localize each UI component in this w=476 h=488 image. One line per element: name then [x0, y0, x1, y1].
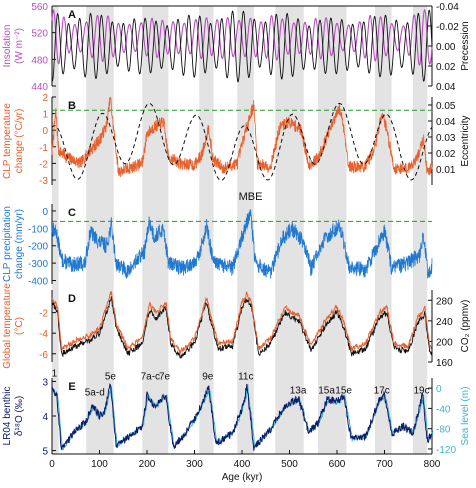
left-axis-label: Global temperature [2, 283, 13, 369]
right-tick-label: 280 [436, 296, 453, 307]
mis-stage-label: 15e [335, 386, 352, 397]
left-axis-label: (W m⁻²) [14, 28, 25, 64]
mis-stage-label: 19c [413, 386, 429, 397]
mis-stage-label: 5a-d [85, 387, 105, 398]
left-tick-label: -6 [39, 350, 48, 361]
right-tick-label: 0.02 [436, 62, 456, 73]
sea-level-line [52, 383, 434, 451]
mis-stage-label: 7a-c [141, 372, 160, 383]
panel-b: -3 -2 -1 0 1 2 CLP temperature change (°C/yr) 0.… [2, 93, 471, 187]
left-axis-label: change (mm/yr) [14, 209, 25, 279]
left-axis-label: Insolation [2, 25, 13, 68]
left-tick-label: -200 [28, 242, 48, 253]
left-tick-label: 440 [31, 82, 48, 93]
right-tick-label: 0.01 [436, 165, 456, 176]
x-tick-label: 300 [186, 459, 203, 470]
right-tick-label: 240 [436, 317, 453, 328]
left-tick-label: -2 [39, 159, 48, 170]
x-axis: 0 100 200 300 400 500 600 700 800 [49, 5, 441, 470]
interglacial-band [375, 6, 392, 454]
right-tick-label: -0.02 [436, 22, 459, 33]
right-tick-label: 200 [436, 337, 453, 348]
left-tick-label: 0 [42, 207, 48, 218]
x-tick-label: 400 [234, 459, 251, 470]
left-axis-label: (°C) [14, 317, 25, 335]
left-tick-label: 0 [42, 126, 48, 137]
left-axis-label: change (°C/yr) [14, 109, 25, 174]
left-axis-label: δ¹⁸O (‰) [14, 396, 25, 436]
panel-d: -6 -4 -2 Global temperature (°C) 160 200 240 280… [2, 283, 471, 369]
mis-stage-label: 17c [374, 386, 390, 397]
mis-stage-label: 5e [105, 372, 117, 383]
right-tick-label: 160 [436, 358, 453, 369]
mbe-annotation: MBE [239, 191, 263, 203]
right-tick-label: 0.04 [436, 82, 456, 93]
left-tick-label: 3 [42, 377, 48, 388]
x-tick-label: 700 [376, 459, 393, 470]
panel-c: -400 -300 -200 -100 0 CLP precipitation change… [2, 191, 433, 288]
mis-stage-label: 9e [202, 372, 214, 383]
right-tick-label: 0.00 [436, 42, 456, 53]
panel-letter: E [68, 381, 75, 393]
left-tick-label: -100 [28, 224, 48, 235]
left-tick-label: 4 [42, 412, 48, 423]
left-tick-label: 5 [42, 447, 48, 458]
x-tick-label: 0 [49, 459, 55, 470]
right-tick-label: 0.05 [436, 101, 456, 112]
left-tick-label: -1 [39, 143, 48, 154]
mis-stage-label: 11c [238, 372, 253, 383]
x-tick-label: 800 [424, 459, 441, 470]
x-tick-label: 100 [91, 459, 108, 470]
right-axis-label: Sea level (m) [460, 387, 471, 446]
global-temperature-line [51, 290, 433, 355]
mis-stage-label: 1 [52, 368, 58, 379]
mis-stage-label: 13a [290, 386, 307, 397]
mis-stage-label: 7e [159, 372, 171, 383]
left-axis-label: LR04 benthic [2, 387, 13, 446]
left-tick-label: -3 [39, 176, 48, 187]
mis-stage-label: 15a [318, 386, 335, 397]
interglacial-band [413, 6, 428, 454]
right-axis-label: Precession [460, 21, 471, 70]
precipitation-change-line [51, 209, 433, 279]
right-axis-label: CO₂ (ppmv) [460, 300, 471, 353]
lr04-line [51, 383, 433, 451]
left-tick-label: 560 [31, 2, 48, 13]
left-axis-label: CLP temperature [2, 103, 13, 179]
panel-a: 440 480 520 560 Insolation (W m⁻²) -0.04 -0.02 0… [2, 2, 471, 93]
right-tick-label: 0 [436, 384, 442, 395]
left-tick-label: -4 [39, 329, 48, 340]
right-tick-label: 0.04 [436, 117, 456, 128]
right-tick-label: 0.03 [436, 133, 456, 144]
right-tick-label: -40 [436, 404, 451, 415]
left-tick-label: -2 [39, 309, 48, 320]
right-tick-label: -80 [436, 425, 451, 436]
x-tick-label: 500 [281, 459, 298, 470]
left-axis-label: CLP precipitation [2, 206, 13, 282]
panel-letter: A [68, 9, 76, 21]
panel-letter: C [68, 207, 76, 219]
left-tick-label: 1 [42, 110, 48, 121]
left-tick-label: 480 [31, 55, 48, 66]
right-tick-label: -120 [436, 445, 456, 456]
left-tick-label: -300 [28, 259, 48, 270]
right-tick-label: -0.04 [436, 2, 459, 13]
left-tick-label: 2 [42, 93, 48, 104]
precession-line [51, 9, 433, 83]
panel-e: 3 4 5 LR04 benthic δ¹⁸O (‰) 0 -40 -80 -120 Sea le… [2, 368, 471, 457]
co2-line [51, 296, 433, 359]
x-axis-label: Age (kyr) [222, 472, 263, 483]
panel-letter: B [68, 100, 76, 112]
left-tick-label: 520 [31, 29, 48, 40]
left-tick-label: -400 [28, 277, 48, 288]
right-axis-label: Eccentricity [460, 115, 471, 166]
right-tick-label: 0.02 [436, 149, 456, 160]
x-tick-label: 600 [329, 459, 346, 470]
x-tick-label: 200 [139, 459, 156, 470]
eccentricity-line [51, 103, 433, 181]
panel-letter: D [68, 293, 76, 305]
